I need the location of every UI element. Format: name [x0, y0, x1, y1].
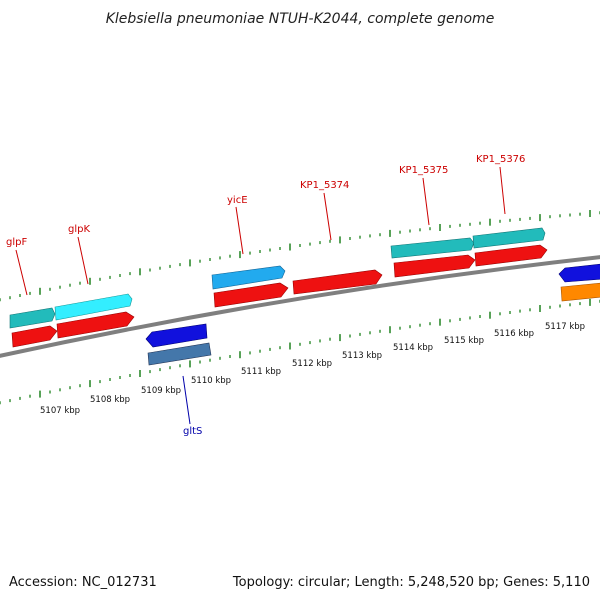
cds-glpK[interactable]	[56, 311, 135, 339]
scale-label: 5115 kbp	[444, 336, 484, 346]
gene-label-KP1_5374: KP1_5374	[300, 180, 349, 191]
leader-gltS	[182, 375, 191, 425]
gene-glpK[interactable]	[54, 293, 133, 321]
reverse-genes	[145, 263, 600, 366]
cds-glpF[interactable]	[11, 325, 58, 348]
leader-glpK	[77, 236, 89, 285]
cds-KP1_5376[interactable]	[474, 244, 548, 267]
scale-label: 5112 kbp	[292, 359, 332, 369]
scale-label: 5113 kbp	[342, 351, 382, 361]
gene-yicE[interactable]	[211, 265, 286, 290]
gene-label-glpF: glpF	[6, 237, 27, 248]
cds-KP1_5374[interactable]	[292, 269, 383, 295]
gene-gltS[interactable]	[145, 323, 208, 348]
forward-cds	[11, 244, 548, 348]
accession-text: Accession: NC_012731	[9, 575, 157, 590]
gene-label-gltS: gltS	[183, 426, 202, 437]
scale-label: 5117 kbp	[545, 322, 585, 332]
leader-KP1_5375	[422, 177, 430, 226]
scale-label: 5111 kbp	[241, 367, 281, 377]
gene-label-glpK: glpK	[68, 224, 90, 235]
leader-glpF	[15, 249, 28, 296]
gene-label-KP1_5376: KP1_5376	[476, 154, 525, 165]
leader-KP1_5376	[499, 166, 506, 215]
leader-KP1_5374	[323, 192, 332, 241]
gene-labels: glpF glpK yicE KP1_5374 KP1_5375 KP1_537…	[6, 154, 525, 437]
cds-yicE[interactable]	[213, 282, 289, 308]
scale-label: 5107 kbp	[40, 406, 80, 416]
leader-yicE	[235, 206, 244, 255]
cds-right-edge[interactable]	[560, 282, 600, 302]
reverse-strand-ruler	[0, 298, 600, 405]
gene-glpF[interactable]	[9, 307, 56, 329]
gene-label-yicE: yicE	[227, 195, 248, 206]
genome-backbone	[0, 255, 600, 358]
cds-gltS[interactable]	[147, 342, 212, 366]
scale-label: 5110 kbp	[191, 376, 231, 386]
scale-label: 5109 kbp	[141, 386, 181, 396]
forward-strand-ruler	[0, 210, 600, 302]
scale-label: 5114 kbp	[393, 343, 433, 353]
gene-KP1_5376[interactable]	[472, 227, 546, 249]
page-title: Klebsiella pneumoniae NTUH-K2044, comple…	[106, 11, 495, 27]
forward-genes	[9, 227, 546, 329]
scale-labels: 5107 kbp 5108 kbp 5109 kbp 5110 kbp 5111…	[40, 322, 585, 416]
cds-KP1_5375[interactable]	[393, 254, 476, 278]
scale-label: 5116 kbp	[494, 329, 534, 339]
gene-right-edge[interactable]	[558, 263, 600, 283]
gene-KP1_5375[interactable]	[390, 237, 475, 259]
label-leaders	[15, 166, 506, 425]
scale-label: 5108 kbp	[90, 395, 130, 405]
topology-summary: Topology: circular; Length: 5,248,520 bp…	[232, 575, 590, 590]
gene-label-KP1_5375: KP1_5375	[399, 165, 448, 176]
